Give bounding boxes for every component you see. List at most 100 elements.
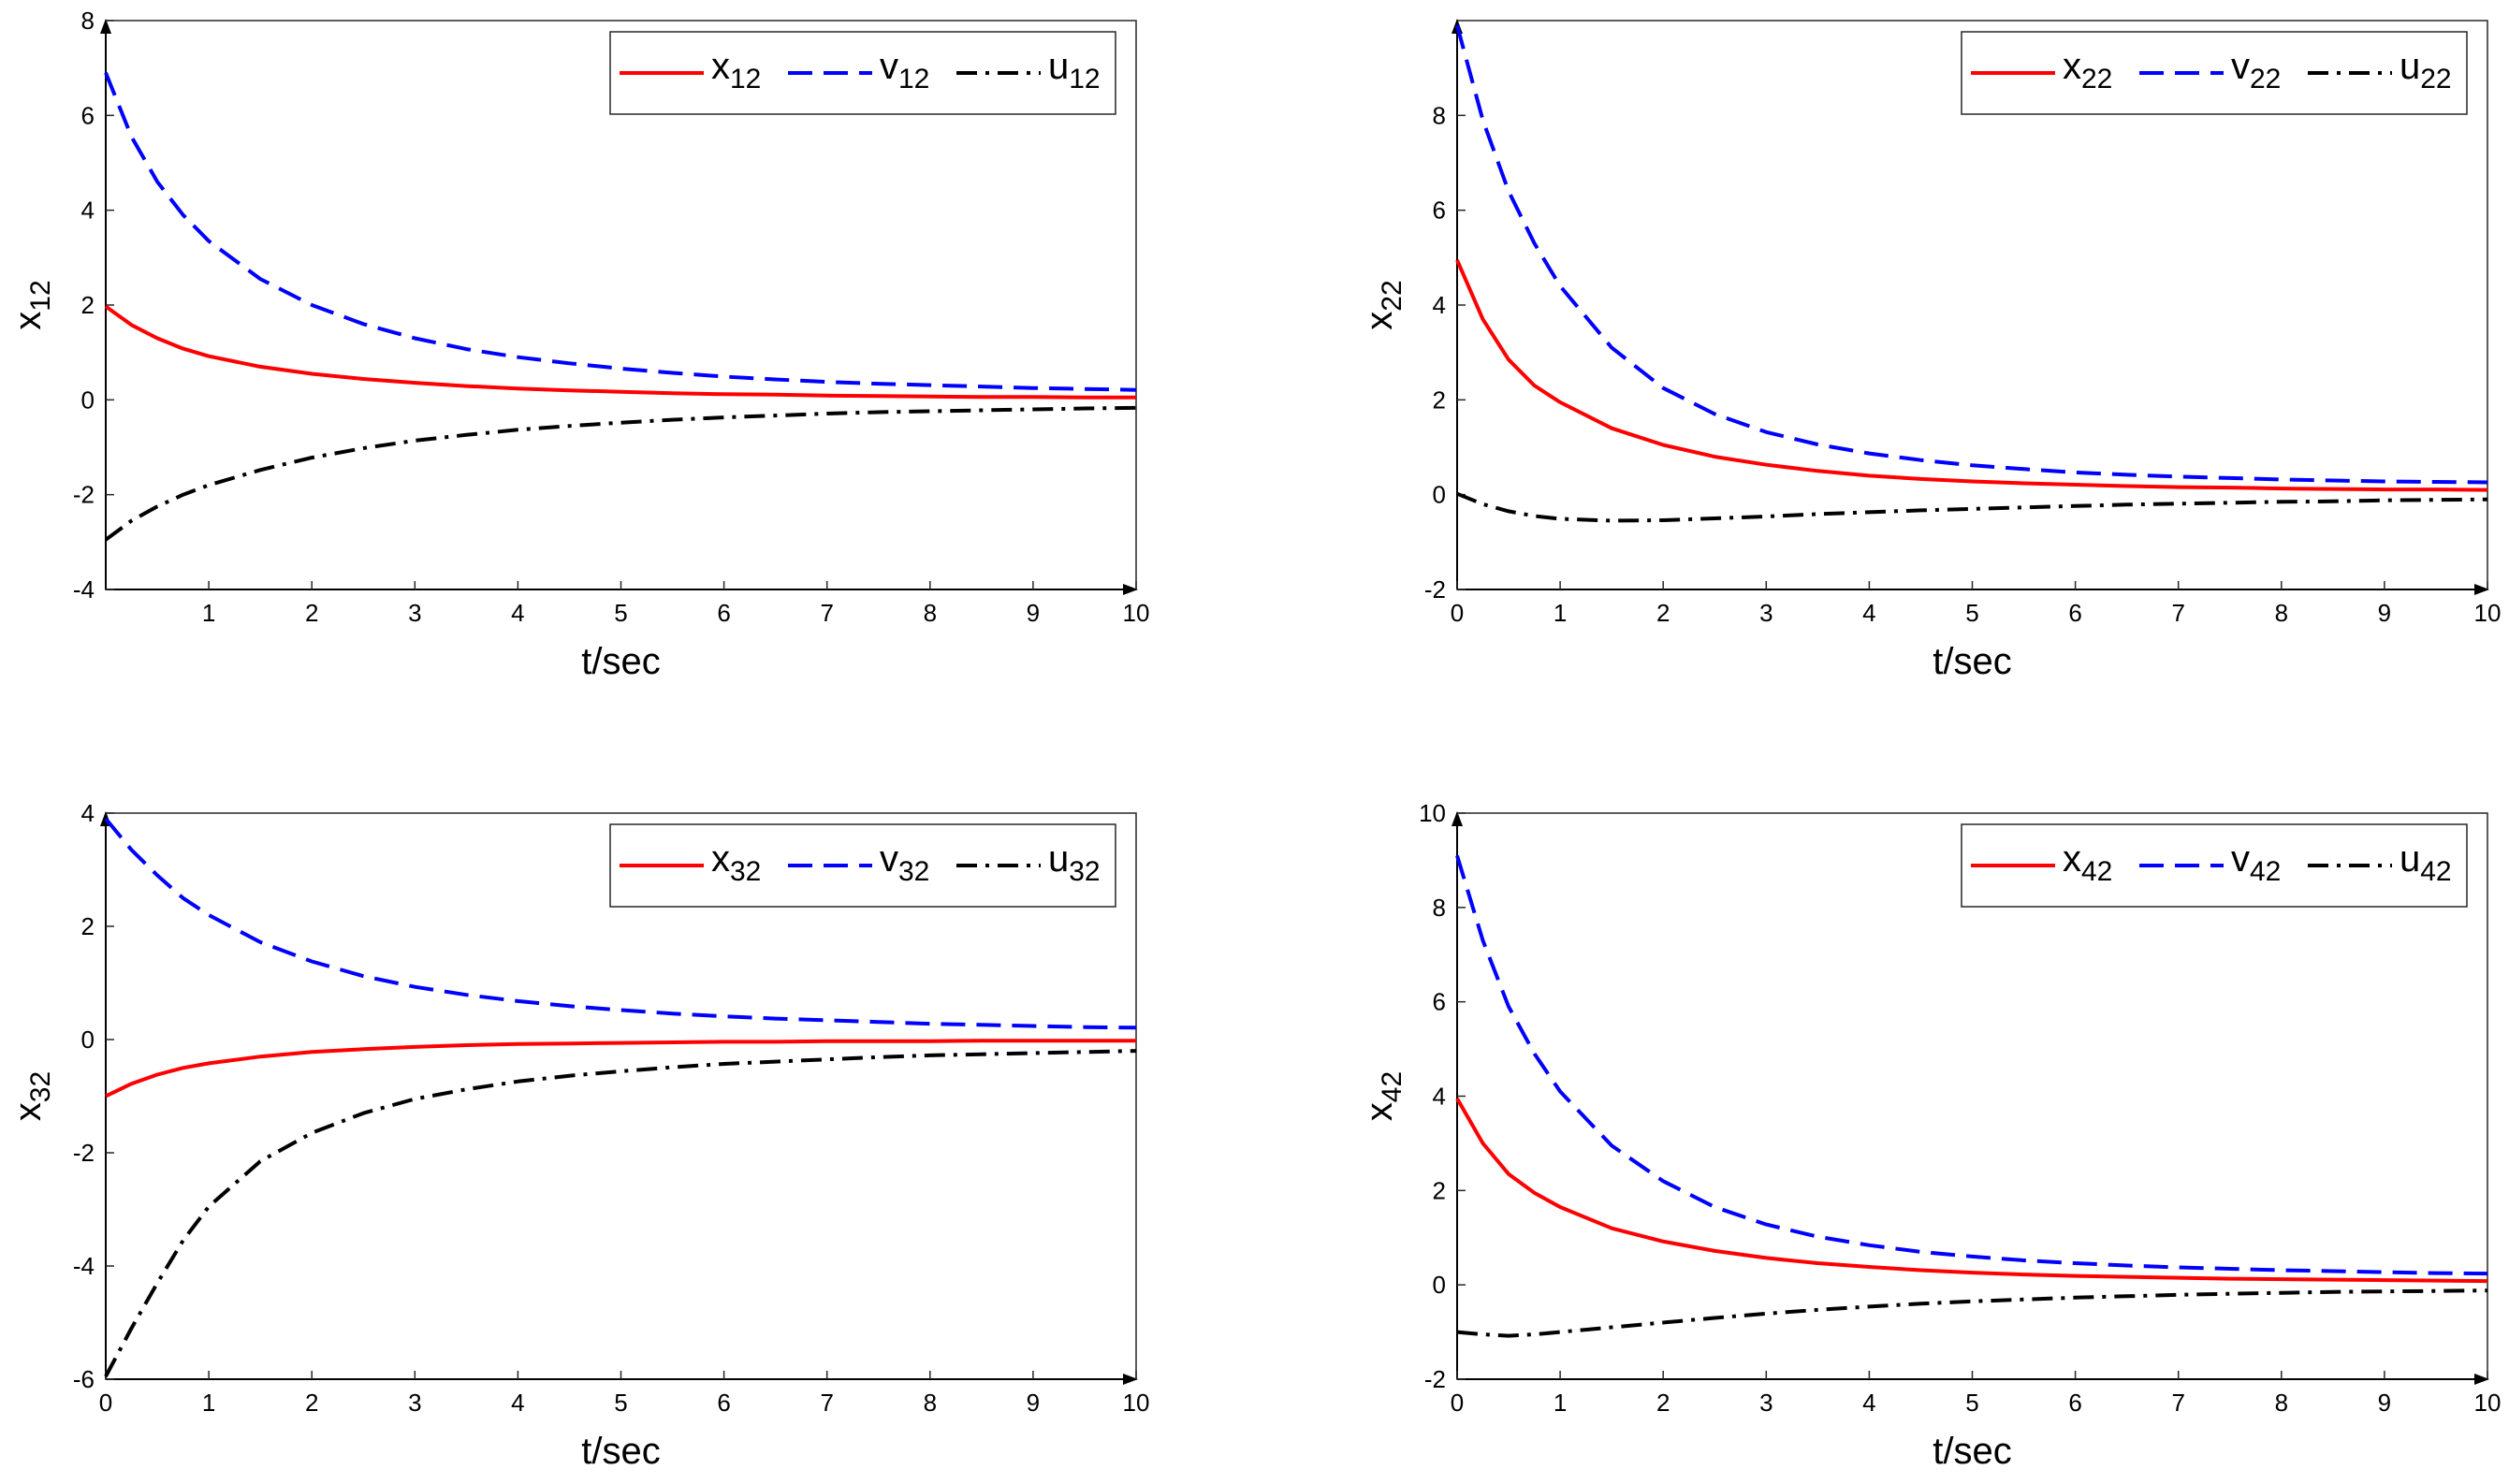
x-tick-label: 7	[820, 1389, 833, 1417]
y-tick-label: 2	[81, 291, 95, 319]
y-tick-label: 4	[81, 799, 95, 827]
y-tick-label: 0	[1433, 1271, 1446, 1299]
x-tick-label: 2	[1656, 1389, 1670, 1417]
y-axis-title: x22	[1359, 280, 1408, 329]
x-tick-label: 7	[2171, 1389, 2184, 1417]
x-tick-label: 5	[614, 599, 627, 627]
x-tick-label: 0	[99, 1389, 112, 1417]
x-axis-arrow	[1123, 1374, 1138, 1385]
x-tick-label: 0	[1451, 1389, 1464, 1417]
series-line-v42	[1455, 854, 2488, 1276]
plot-area	[105, 20, 1137, 590]
x-tick-label: 4	[511, 1389, 524, 1417]
x-tick-label: 8	[924, 599, 937, 627]
x-tick-label: 10	[2474, 1389, 2502, 1417]
y-tick-label: 0	[81, 1026, 95, 1054]
x-axis-title: t/sec	[1933, 1431, 2011, 1472]
x-tick-label: 3	[408, 1389, 421, 1417]
x-tick-label: 6	[2068, 599, 2081, 627]
x-tick-label: 10	[1123, 1389, 1150, 1417]
x-tick-label: 4	[511, 599, 524, 627]
x-axis-arrow	[1123, 584, 1138, 595]
legend-label-x42: x42	[2063, 838, 2112, 887]
y-tick-label: -2	[1424, 575, 1446, 604]
series-line-u32	[104, 1049, 1137, 1377]
legend-label-v42: v42	[2231, 838, 2281, 887]
y-tick-label: 4	[1433, 291, 1446, 319]
x-axis-arrow	[2474, 584, 2489, 595]
x-axis-title: t/sec	[1933, 641, 2011, 682]
x-tick-label: 5	[1965, 1389, 1978, 1417]
x-tick-label: 3	[1759, 1389, 1772, 1417]
series-line-u12	[104, 405, 1137, 542]
x-tick-label: 6	[717, 1389, 730, 1417]
x-tick-label: 8	[2275, 1389, 2288, 1417]
x-tick-label: 4	[1862, 1389, 1875, 1417]
x-tick-label: 9	[2378, 1389, 2391, 1417]
x-tick-label: 6	[717, 599, 730, 627]
legend-label-v12: v12	[880, 46, 929, 95]
plot-area	[1456, 20, 2488, 590]
legend-label-v22: v22	[2231, 46, 2281, 95]
y-tick-label: -4	[73, 1252, 95, 1280]
x-tick-label: 1	[1554, 599, 1567, 627]
y-tick-label: 2	[1433, 1176, 1446, 1204]
series-line-x12	[104, 304, 1136, 400]
series-line-x32	[105, 1039, 1136, 1098]
x-tick-label: 8	[924, 1389, 937, 1417]
x-tick-label: 1	[202, 1389, 215, 1417]
chart-panel-1: 1 2 3 4 5 6 7 8 9 10 -4 -2 0 2 4 6 8 t/sec x12 x12 v12 u12	[7, 7, 1149, 682]
x-tick-label: 2	[305, 599, 318, 627]
legend: x32 v32 u32	[609, 823, 1116, 908]
x-tick-label: 2	[305, 1389, 318, 1417]
legend-label-x12: x12	[711, 46, 761, 95]
legend: x22 v22 u22	[1961, 31, 2468, 115]
y-tick-label: -6	[73, 1365, 95, 1393]
series-line-v22	[1455, 24, 2488, 485]
y-tick-label: 6	[1433, 988, 1446, 1016]
legend-label-u32: u32	[1048, 838, 1101, 887]
x-tick-label: 4	[1862, 599, 1875, 627]
legend-label-u22: u22	[2400, 46, 2452, 95]
x-tick-label: 9	[2378, 599, 2391, 627]
legend-label-v32: v32	[880, 838, 929, 887]
legend: x12 v12 u12	[609, 31, 1116, 115]
plot-area	[1456, 812, 2488, 1380]
y-tick-label: 2	[81, 912, 95, 940]
x-tick-label: 1	[1554, 1389, 1567, 1417]
y-axis-title: x42	[1359, 1071, 1408, 1121]
y-axis-title: x12	[7, 280, 56, 329]
y-axis-arrow	[100, 19, 111, 34]
y-tick-label: -4	[73, 575, 95, 604]
chart-panel-3: 0 1 2 3 4 5 6 7 8 9 10 -6 -4 -2 0 2 4 t/sec x32 x32 v32 u32	[7, 799, 1149, 1472]
legend-label-x22: x22	[2063, 46, 2112, 95]
x-tick-label: 2	[1656, 599, 1670, 627]
y-tick-label: 4	[1433, 1083, 1446, 1111]
x-tick-label: 7	[2171, 599, 2184, 627]
series-line-x22	[1455, 259, 2488, 492]
series-line-v32	[104, 817, 1137, 1030]
y-axis-arrow	[1451, 811, 1463, 826]
y-tick-label: 0	[1433, 481, 1446, 509]
x-axis-title: t/sec	[581, 641, 660, 682]
y-tick-label: 4	[81, 196, 95, 225]
y-tick-label: -2	[73, 1139, 95, 1167]
series-line-x42	[1455, 1098, 2488, 1284]
y-tick-label: 6	[81, 101, 95, 129]
x-tick-label: 8	[2275, 599, 2288, 627]
x-tick-label: 1	[202, 599, 215, 627]
y-tick-label: 8	[81, 7, 95, 35]
y-tick-label: 8	[1433, 101, 1446, 129]
x-tick-label: 7	[820, 599, 833, 627]
x-tick-label: 5	[1965, 599, 1978, 627]
x-tick-label: 0	[1451, 599, 1464, 627]
plot-area	[105, 812, 1137, 1380]
legend-label-u12: u12	[1048, 46, 1101, 95]
y-tick-label: 10	[1419, 799, 1446, 827]
x-axis-arrow	[2474, 1374, 2489, 1385]
legend: x42 v42 u42	[1961, 823, 2468, 908]
legend-label-u42: u42	[2400, 838, 2452, 887]
